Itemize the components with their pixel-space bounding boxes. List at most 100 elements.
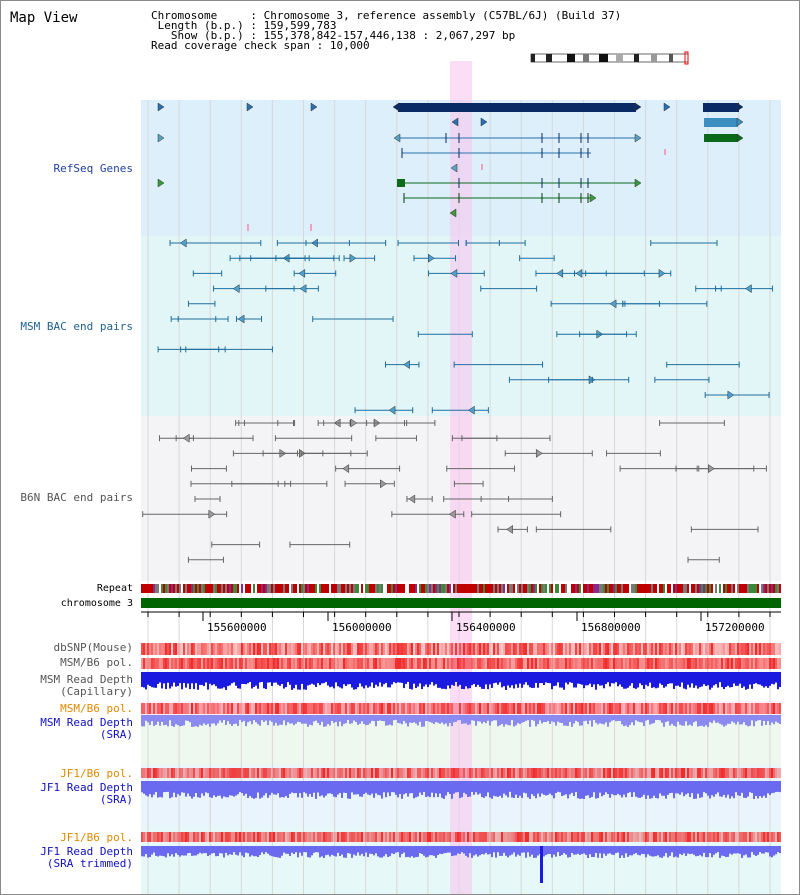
snp-density: [359, 658, 361, 669]
msm-depth-capillary-label[interactable]: MSM Read Depth (Capillary): [40, 674, 133, 698]
read-depth: [367, 846, 369, 857]
read-depth: [417, 715, 419, 726]
jf1-depth-sra-label[interactable]: JF1 Read Depth (SRA): [40, 782, 133, 806]
read-depth: [749, 846, 751, 858]
snp-density: [467, 832, 469, 842]
read-depth: [767, 715, 769, 722]
snp-density: [445, 832, 447, 842]
snp-density: [325, 768, 327, 778]
snp-density: [323, 643, 325, 655]
snp-density: [253, 658, 255, 669]
refseq-track-label[interactable]: RefSeq Genes: [53, 162, 133, 175]
snp-density: [169, 768, 171, 778]
snp-density: [383, 703, 385, 714]
snp-density: [609, 658, 611, 669]
jf1-b6-pol-2-track-label[interactable]: JF1/B6 pol.: [60, 831, 133, 844]
snp-density: [621, 832, 623, 842]
snp-density: [585, 832, 587, 842]
snp-density: [761, 703, 763, 714]
snp-density: [555, 643, 557, 655]
dbsnp-track-label[interactable]: dbSNP(Mouse): [53, 641, 133, 654]
read-depth: [383, 781, 385, 793]
repeat-mark: [525, 584, 527, 593]
read-depth: [373, 715, 375, 722]
snp-density: [669, 832, 671, 842]
repeat-mark: [685, 584, 687, 593]
read-depth: [449, 672, 451, 689]
snp-density: [191, 643, 193, 655]
snp-density: [677, 768, 679, 778]
snp-density: [533, 703, 535, 714]
snp-density: [751, 768, 753, 778]
snp-density: [657, 658, 659, 669]
read-depth: [241, 715, 243, 723]
snp-density: [315, 643, 317, 655]
read-depth: [297, 672, 299, 690]
jf1-b6-pol-track-label[interactable]: JF1/B6 pol.: [60, 767, 133, 780]
snp-density: [575, 658, 577, 669]
read-depth: [491, 846, 493, 858]
read-depth: [659, 846, 661, 858]
read-depth: [325, 672, 327, 682]
snp-density: [365, 643, 367, 655]
read-depth: [761, 846, 763, 854]
read-depth: [445, 715, 447, 724]
msm-b6-pol-track-label[interactable]: MSM/B6 pol.: [60, 656, 133, 669]
read-depth: [683, 672, 685, 689]
read-depth: [165, 846, 167, 858]
snp-density: [287, 703, 289, 714]
msm-depth-sra-label[interactable]: MSM Read Depth (SRA): [40, 717, 133, 741]
repeat-mark: [719, 584, 721, 593]
snp-density: [385, 768, 387, 778]
snp-density: [259, 658, 261, 669]
read-depth: [277, 846, 279, 858]
repeat-mark: [399, 584, 401, 593]
snp-density: [551, 832, 553, 842]
snp-density: [753, 643, 755, 655]
repeat-mark: [205, 584, 207, 593]
read-depth: [753, 846, 755, 855]
b6n-bac-track-label[interactable]: B6N BAC end pairs: [20, 491, 133, 504]
repeat-mark: [571, 584, 573, 593]
read-depth: [319, 781, 321, 797]
snp-density: [405, 658, 407, 669]
read-depth: [163, 672, 165, 684]
small-feature: [664, 149, 666, 155]
snp-density: [735, 768, 737, 778]
snp-density: [463, 643, 465, 655]
snp-density: [451, 832, 453, 842]
snp-density: [201, 658, 203, 669]
snp-density: [159, 703, 161, 714]
msm-bac-track-label[interactable]: MSM BAC end pairs: [20, 320, 133, 333]
length-label: Length (b.p.): [157, 19, 244, 32]
snp-density: [355, 658, 357, 669]
read-depth: [265, 846, 267, 853]
snp-density: [719, 658, 721, 669]
snp-density: [471, 832, 473, 842]
repeat-mark: [335, 584, 337, 593]
snp-density: [379, 703, 381, 714]
read-depth: [595, 846, 597, 853]
snp-density: [201, 832, 203, 842]
read-depth: [741, 672, 743, 688]
snp-density: [479, 643, 481, 655]
msm-b6-pol-2-track-label[interactable]: MSM/B6 pol.: [60, 702, 133, 715]
snp-density: [579, 832, 581, 842]
repeat-mark: [441, 584, 443, 593]
read-depth: [769, 672, 771, 686]
read-depth: [431, 781, 433, 793]
snp-density: [363, 658, 365, 669]
feature-arrow: [663, 102, 671, 112]
read-depth: [731, 846, 733, 855]
snp-density: [243, 643, 245, 655]
jf1-depth-trimmed-label[interactable]: JF1 Read Depth (SRA trimmed): [40, 846, 133, 870]
read-depth: [609, 781, 611, 798]
snp-density: [353, 768, 355, 778]
snp-density: [749, 658, 751, 669]
snp-density: [605, 643, 607, 655]
read-depth: [419, 781, 421, 793]
snp-density: [399, 643, 401, 655]
snp-density: [549, 658, 551, 669]
read-depth: [339, 715, 341, 722]
